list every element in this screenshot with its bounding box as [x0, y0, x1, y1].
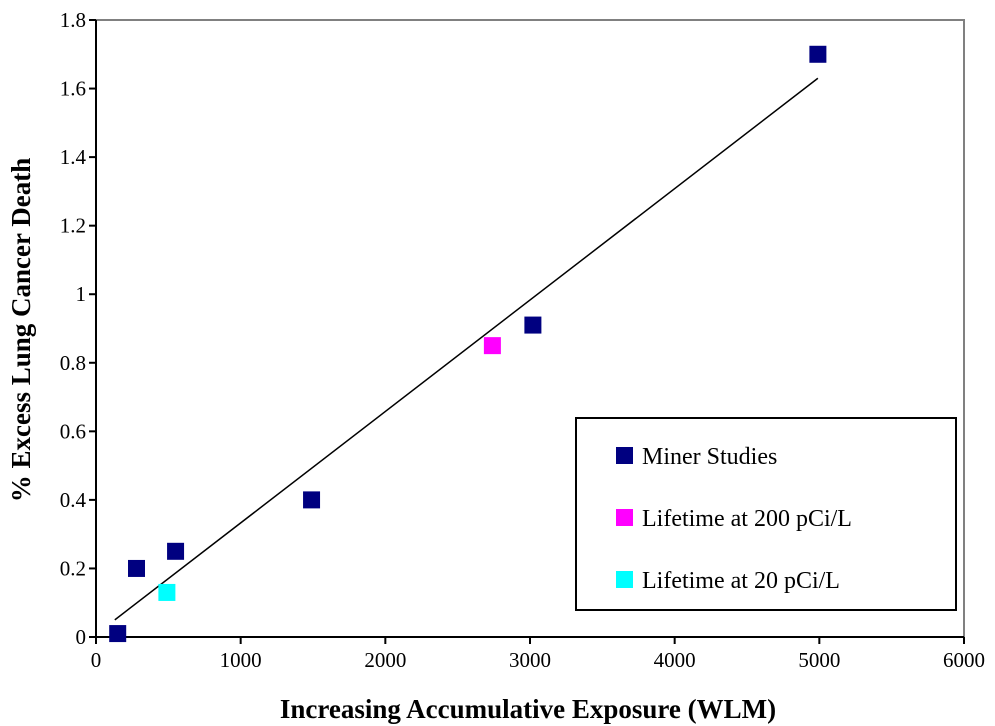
legend-box	[575, 417, 957, 611]
data-point	[109, 625, 127, 643]
trendline-layer	[114, 77, 819, 621]
data-point	[158, 583, 176, 601]
y-axis-title: % Excess Lung Cancer Death	[6, 158, 36, 503]
y-tick-label: 1.8	[60, 8, 86, 32]
data-point	[524, 316, 542, 334]
y-tick-label: 1	[76, 282, 87, 306]
legend-marker-lifetime-20	[616, 571, 633, 588]
data-point	[809, 45, 827, 63]
x-tick-label: 6000	[943, 648, 985, 672]
x-tick-label: 2000	[364, 648, 406, 672]
data-point	[303, 491, 321, 509]
y-axis: 0 0.2 0.4 0.6 0.8 1 1.2 1.4 1.6 1.8	[60, 8, 97, 649]
trendline	[114, 77, 819, 621]
legend-label-lifetime-20: Lifetime at 20 pCi/L	[642, 568, 840, 594]
y-tick-label: 1.4	[60, 145, 87, 169]
data-points-layer	[109, 45, 827, 643]
y-tick-label: 0.2	[60, 556, 86, 580]
x-tick-label: 3000	[509, 648, 551, 672]
y-tick-label: 0.6	[60, 419, 86, 443]
legend-marker-miner-studies	[616, 447, 633, 464]
data-point	[128, 559, 146, 577]
data-point	[483, 337, 501, 355]
y-tick-label: 1.2	[60, 214, 86, 238]
x-tick-label: 0	[91, 648, 102, 672]
legend-label-miner-studies: Miner Studies	[642, 444, 777, 470]
x-tick-label: 4000	[654, 648, 696, 672]
y-tick-label: 0.4	[60, 488, 87, 512]
data-point	[167, 542, 185, 560]
legend-marker-lifetime-200	[616, 509, 633, 526]
legend-label-lifetime-200: Lifetime at 200 pCi/L	[642, 506, 852, 532]
x-axis-title: Increasing Accumulative Exposure (WLM)	[280, 694, 776, 724]
y-tick-label: 0.8	[60, 351, 86, 375]
y-tick-label: 1.6	[60, 77, 86, 101]
x-tick-label: 1000	[220, 648, 262, 672]
y-tick-label: 0	[76, 625, 87, 649]
legend: Miner Studies Lifetime at 200 pCi/L Life…	[575, 417, 957, 611]
x-axis: 0 1000 2000 3000 4000 5000 6000	[91, 636, 985, 672]
x-tick-label: 5000	[798, 648, 840, 672]
